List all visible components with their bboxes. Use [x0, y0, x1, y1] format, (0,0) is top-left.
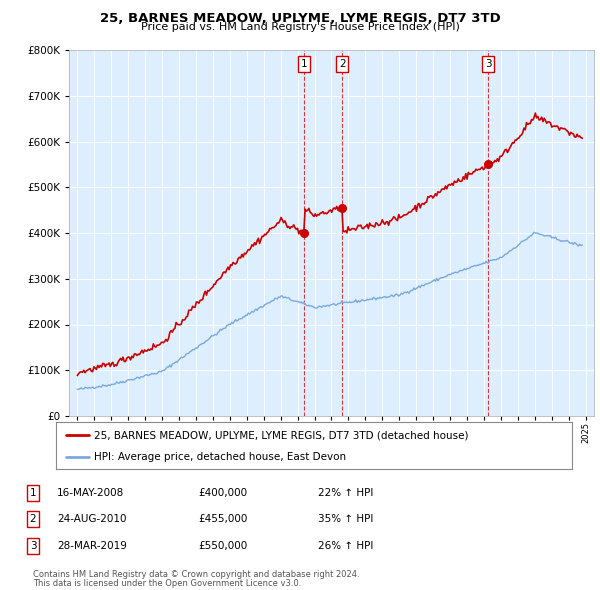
Text: 24-AUG-2010: 24-AUG-2010	[57, 514, 127, 524]
Text: £400,000: £400,000	[198, 488, 247, 497]
Text: £455,000: £455,000	[198, 514, 247, 524]
Text: 22% ↑ HPI: 22% ↑ HPI	[318, 488, 373, 497]
Text: This data is licensed under the Open Government Licence v3.0.: This data is licensed under the Open Gov…	[33, 579, 301, 588]
Text: 16-MAY-2008: 16-MAY-2008	[57, 488, 124, 497]
Text: 2: 2	[29, 514, 37, 524]
Text: 3: 3	[485, 59, 491, 69]
Text: HPI: Average price, detached house, East Devon: HPI: Average price, detached house, East…	[95, 452, 347, 462]
Text: £550,000: £550,000	[198, 541, 247, 550]
Text: Contains HM Land Registry data © Crown copyright and database right 2024.: Contains HM Land Registry data © Crown c…	[33, 570, 359, 579]
Text: 26% ↑ HPI: 26% ↑ HPI	[318, 541, 373, 550]
Text: 1: 1	[29, 488, 37, 497]
Text: 25, BARNES MEADOW, UPLYME, LYME REGIS, DT7 3TD: 25, BARNES MEADOW, UPLYME, LYME REGIS, D…	[100, 12, 500, 25]
Text: 35% ↑ HPI: 35% ↑ HPI	[318, 514, 373, 524]
Text: 25, BARNES MEADOW, UPLYME, LYME REGIS, DT7 3TD (detached house): 25, BARNES MEADOW, UPLYME, LYME REGIS, D…	[95, 430, 469, 440]
Text: 1: 1	[301, 59, 307, 69]
Text: 3: 3	[29, 541, 37, 550]
Text: Price paid vs. HM Land Registry's House Price Index (HPI): Price paid vs. HM Land Registry's House …	[140, 22, 460, 32]
Text: 28-MAR-2019: 28-MAR-2019	[57, 541, 127, 550]
Text: 2: 2	[339, 59, 346, 69]
